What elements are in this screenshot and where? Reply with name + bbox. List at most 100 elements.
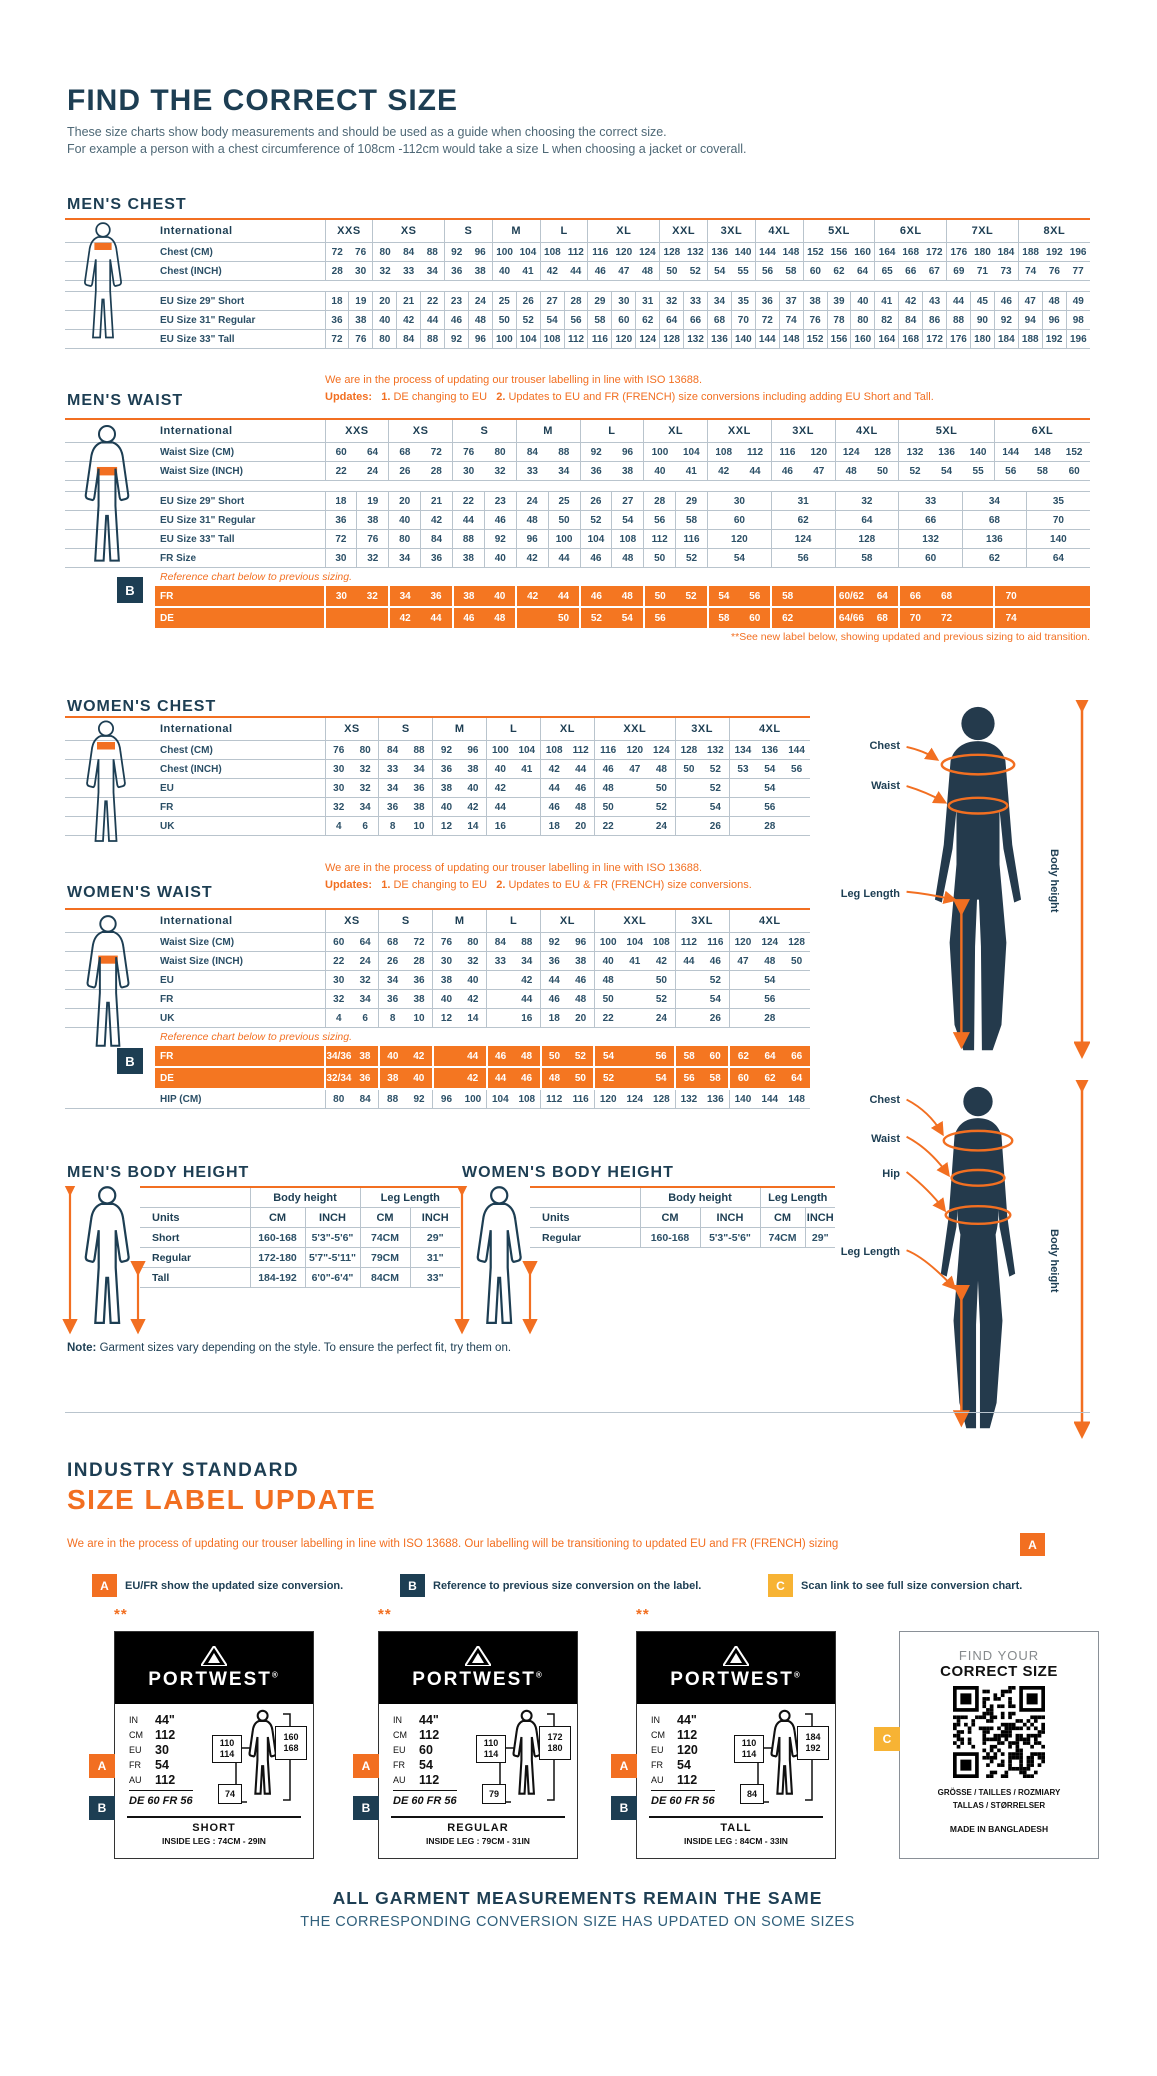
size-cell: 164 168 172 (874, 242, 948, 262)
size-cell: 100 (492, 329, 517, 349)
bh-group-header: Body height (640, 1187, 761, 1208)
measure-unit: AU (129, 1774, 142, 1785)
size-cell: 48 50 (835, 461, 900, 481)
size-cell: 38 (356, 510, 390, 530)
badge-c: C (768, 1574, 793, 1597)
size-cell: 128 (835, 529, 900, 549)
size-cell: 46 48 (486, 1046, 542, 1068)
row-label: Chest (INCH) (65, 759, 326, 779)
size-table: International XS S M L XL XXL 3XL 4XL Waist Size … (65, 908, 810, 1109)
bh-unit-header: INCH (305, 1207, 361, 1228)
size-label-card-short: PORTWEST® IN 44" CM 112 EU 30 FR 54 AU 112 DE 60 FR… (89, 1631, 314, 1859)
size-cell: 94 (1018, 310, 1043, 330)
size-cell: 168 (898, 329, 924, 349)
size-cell: 36 (325, 510, 358, 530)
size-cell: 40 41 (486, 759, 541, 779)
size-cell: 50 (516, 607, 581, 630)
size-cell: 20 (372, 291, 398, 311)
size-cell: 48 (1042, 291, 1067, 311)
badge-c: C (874, 1727, 900, 1751)
size-cell: 120 124 128 (594, 1089, 676, 1109)
bh-unit-header: INCH (410, 1207, 460, 1228)
size-cell: 54 56 (594, 1046, 677, 1068)
row-label: DE (65, 607, 326, 630)
size-cell: 62 (771, 510, 836, 530)
size-group-header: XL (587, 219, 661, 243)
bh-cell: 74CM (760, 1227, 806, 1248)
measure-value: 112 (419, 1772, 440, 1787)
size-cell: 60 (898, 548, 963, 568)
size-cell: 124 (635, 329, 661, 349)
row-label: FR (65, 797, 326, 817)
size-cell: 80 84 88 (372, 242, 446, 262)
footer-line-1: ALL GARMENT MEASUREMENTS REMAIN THE SAME (332, 1888, 823, 1908)
size-cell: 53 54 56 (729, 759, 810, 779)
size-cell: 56 (643, 607, 709, 630)
size-group-header: M (516, 419, 581, 443)
size-cell: 76 (356, 529, 390, 549)
size-group-header: 5XL (803, 219, 876, 243)
bh-cell: Regular (140, 1247, 251, 1268)
size-cell: 44 (486, 989, 541, 1009)
measure-value: 44" (155, 1712, 175, 1727)
size-cell: 80 (850, 310, 876, 330)
bh-cell: 33" (410, 1267, 460, 1288)
badge-b: B (117, 577, 143, 603)
size-cell: 62 (962, 548, 1027, 568)
size-cell: 60 62 64 (729, 1067, 810, 1090)
size-cell: 18 20 (540, 1008, 595, 1028)
inside-leg-label: INSIDE LEG : 79CM - 31IN (426, 1836, 530, 1846)
size-group-header: XL (540, 909, 595, 933)
size-cell: 48 (516, 510, 549, 530)
size-cell: 69 71 73 (946, 261, 1019, 281)
size-cell: 140 (731, 329, 756, 349)
row-label: HIP (CM) (65, 1089, 326, 1109)
row-label: UK (65, 816, 326, 836)
qr-code-icon[interactable] (953, 1686, 1045, 1778)
size-cell: 40 41 42 (594, 951, 676, 971)
size-cell: 88 92 (378, 1089, 434, 1109)
size-cell: 38 40 (452, 586, 518, 608)
separator (127, 1816, 301, 1818)
size-group-header: XXL (707, 419, 772, 443)
size-cell: 84 88 (516, 442, 581, 462)
row-label: EU Size 29" Short (65, 491, 326, 511)
leg-measure-box: 74 (218, 1784, 242, 1804)
legend-row: A EU/FR show the updated size conversion… (92, 1574, 1092, 1599)
measure-value: 60 (419, 1742, 433, 1757)
size-cell: 30 (707, 491, 772, 511)
size-cell: 60 (707, 510, 772, 530)
size-cell: 30 32 (325, 586, 390, 608)
size-cell: 88 (452, 529, 485, 549)
size-cell: 30 (611, 291, 637, 311)
size-group-header: 3XL (675, 717, 730, 741)
row-label: FR Size (65, 548, 326, 568)
size-cell: 96 (516, 529, 549, 549)
size-cell: 196 (1066, 329, 1090, 349)
size-cell (325, 607, 390, 630)
size-cell: 50 (548, 510, 581, 530)
size-cell: 92 96 (540, 932, 595, 952)
size-cell: 26 28 (378, 951, 434, 971)
size-cell: 50 (643, 548, 677, 568)
row-label: FR (65, 989, 326, 1009)
size-group-header: XS (388, 419, 453, 443)
size-cell: 132 136 (675, 1089, 730, 1109)
size-cell: 52 (675, 548, 708, 568)
size-group-header: S (378, 909, 434, 933)
size-cell: 56 (771, 548, 836, 568)
size-group-header: 6XL (994, 419, 1090, 443)
size-cell: 31 (635, 291, 661, 311)
bh-cell: 5'3"-5'6" (700, 1227, 761, 1248)
size-cell: 39 (827, 291, 852, 311)
size-cell: 136 (707, 329, 732, 349)
size-cell: 124 (771, 529, 836, 549)
size-cell: 48 50 (594, 778, 676, 798)
measure-value: 112 (419, 1727, 440, 1742)
size-cell: 45 (970, 291, 995, 311)
size-cell: 36 38 (540, 951, 595, 971)
size-cell: 50 52 (540, 1046, 596, 1068)
body-height-table: Body height Leg Length Units CM INCH CM INCH Re… (530, 1186, 835, 1248)
measure-value: 44" (419, 1712, 439, 1727)
card-footer: TALL INSIDE LEG : 84CM - 33IN (637, 1816, 835, 1858)
